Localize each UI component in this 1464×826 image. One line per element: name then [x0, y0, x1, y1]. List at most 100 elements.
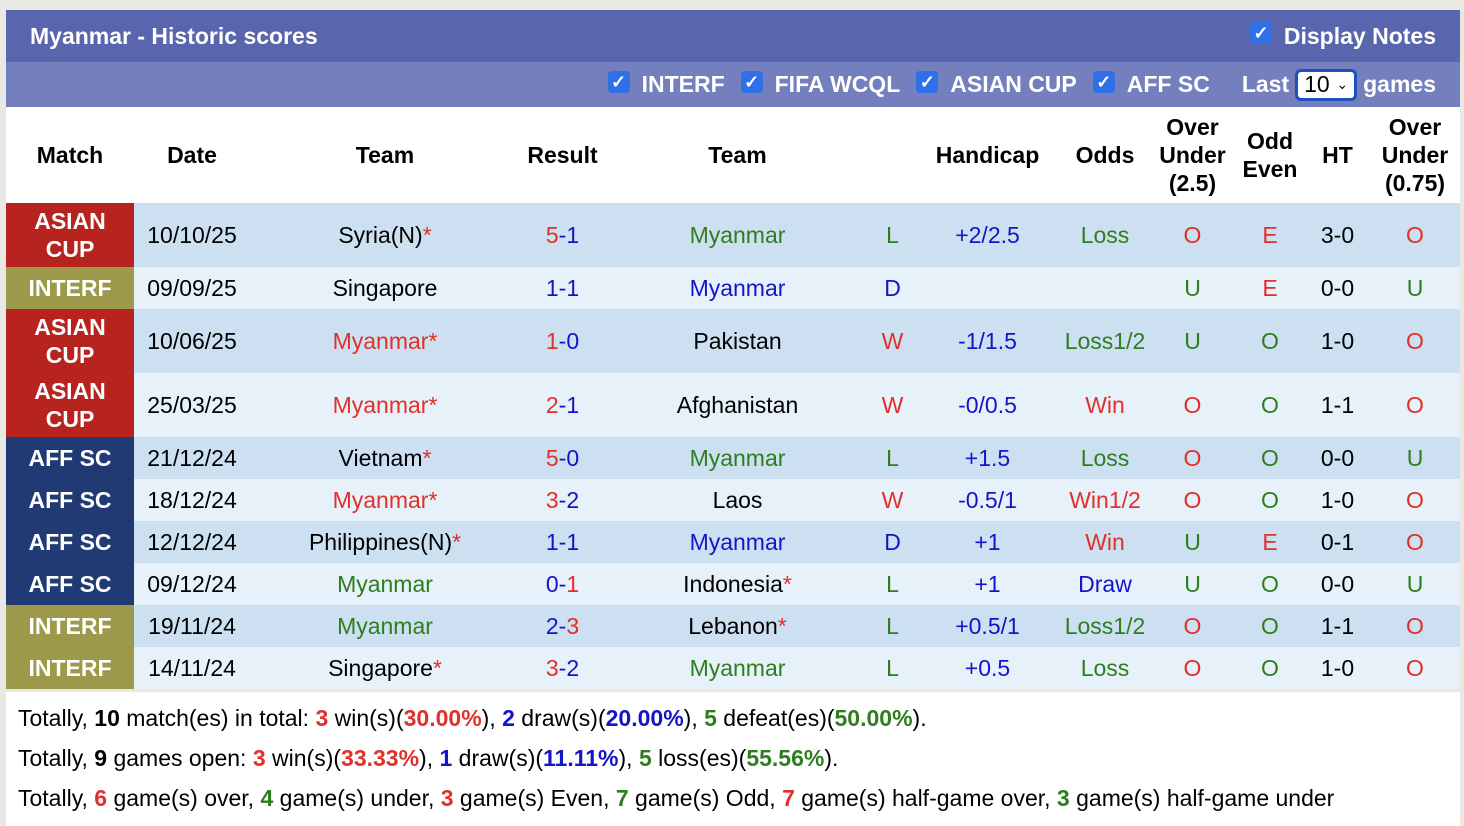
team-name: Myanmar: [337, 570, 433, 597]
home-team[interactable]: Singapore: [250, 267, 520, 309]
checkbox-checked-icon[interactable]: ✓: [916, 70, 939, 93]
team-name: Singapore: [332, 274, 438, 301]
away-team[interactable]: Myanmar: [605, 647, 870, 689]
team-name: Afghanistan: [676, 391, 799, 418]
team-name: Myanmar: [689, 274, 786, 301]
away-team[interactable]: Laos: [605, 479, 870, 521]
table-row[interactable]: ASIAN CUP 10/10/25 Syria(N)* 5-1 Myanmar L +2/2…: [6, 203, 1460, 267]
summary-text: draw(s)(: [452, 745, 544, 771]
home-marker-asterisk: *: [452, 528, 462, 555]
table-row[interactable]: ASIAN CUP 25/03/25 Myanmar* 2-1 Afghanistan W -…: [6, 373, 1460, 437]
home-team[interactable]: Myanmar: [250, 563, 520, 605]
checkbox-checked-icon[interactable]: ✓: [740, 70, 763, 93]
team-name: Indonesia: [683, 570, 783, 597]
summary-line: Totally, 9 games open: 3 win(s)(33.33%),…: [18, 738, 1448, 778]
away-team[interactable]: Indonesia*: [605, 563, 870, 605]
odd-even: O: [1235, 309, 1305, 373]
win-loss: W: [870, 309, 915, 373]
home-team[interactable]: Syria(N)*: [250, 203, 520, 267]
team-name: Myanmar: [689, 444, 786, 471]
historic-scores-panel: Myanmar - Historic scores ✓ Display Notes…: [6, 10, 1460, 826]
summary-text: 11.11%: [543, 745, 619, 771]
home-team[interactable]: Myanmar*: [250, 479, 520, 521]
home-team[interactable]: Philippines(N)*: [250, 521, 520, 563]
table-row[interactable]: AFF SC 21/12/24 Vietnam* 5-0 Myanmar L +1.5 Los…: [6, 437, 1460, 479]
half-time-score: 0-0: [1305, 267, 1370, 309]
table-row[interactable]: AFF SC 18/12/24 Myanmar* 3-2 Laos W -0.5/1 Win1…: [6, 479, 1460, 521]
odd-even: E: [1235, 521, 1305, 563]
summary-text: 3: [315, 705, 329, 731]
over-under: O: [1150, 373, 1235, 437]
away-team[interactable]: Myanmar: [605, 521, 870, 563]
table-row[interactable]: INTERF 09/09/25 Singapore 1-1 Myanmar D U E 0-0 U: [6, 267, 1460, 309]
score-part: 1-1: [545, 274, 580, 301]
summary-text: loss(es)(: [651, 745, 747, 771]
table-row[interactable]: AFF SC 12/12/24 Philippines(N)* 1-1 Myanmar D…: [6, 521, 1460, 563]
summary-text: 7: [615, 785, 629, 811]
away-team[interactable]: Pakistan: [605, 309, 870, 373]
win-loss: L: [870, 437, 915, 479]
half-time-score: 1-0: [1305, 647, 1370, 689]
win-loss: W: [870, 373, 915, 437]
summary-text: 6: [94, 785, 108, 811]
score-part: 3: [545, 486, 559, 513]
summary-text: 5: [638, 745, 652, 771]
score-part: 1-1: [545, 528, 580, 555]
filter-interf[interactable]: ✓ INTERF: [607, 70, 725, 98]
home-team[interactable]: Myanmar*: [250, 309, 520, 373]
display-notes-toggle[interactable]: ✓ Display Notes: [1249, 22, 1436, 50]
table-row[interactable]: ASIAN CUP 10/06/25 Myanmar* 1-0 Pakistan W -1/1…: [6, 309, 1460, 373]
half-time-score: 3-0: [1305, 203, 1370, 267]
checkbox-checked-icon[interactable]: ✓: [1249, 22, 1272, 44]
checkbox-checked-icon[interactable]: ✓: [607, 70, 630, 93]
over-under-half: U: [1370, 437, 1460, 479]
summary-text: defeat(es)(: [716, 705, 835, 731]
column-header-result: Result: [520, 107, 605, 203]
summary-text: 9: [94, 745, 108, 771]
away-team[interactable]: Myanmar: [605, 437, 870, 479]
over-under-half: O: [1370, 373, 1460, 437]
competition-badge: ASIAN CUP: [6, 373, 134, 437]
summary-text: 50.00%: [834, 705, 913, 731]
match-result: 0-1: [520, 563, 605, 605]
table-row[interactable]: INTERF 19/11/24 Myanmar 2-3 Lebanon* L +0.5/1 L…: [6, 605, 1460, 647]
table-row[interactable]: AFF SC 09/12/24 Myanmar 0-1 Indonesia* L +1 Dra…: [6, 563, 1460, 605]
odds-result: Win: [1060, 521, 1150, 563]
home-team[interactable]: Myanmar*: [250, 373, 520, 437]
away-team[interactable]: Afghanistan: [605, 373, 870, 437]
score-part: 0-: [545, 570, 567, 597]
summary-text: ),: [481, 705, 503, 731]
odd-even: O: [1235, 373, 1305, 437]
filter-fifa-wcql[interactable]: ✓ FIFA WCQL: [740, 70, 901, 98]
summary-text: win(s)(: [265, 745, 342, 771]
summary-text: 1: [439, 745, 453, 771]
odds-result: [1060, 267, 1150, 309]
filter-label: INTERF: [641, 71, 725, 97]
competition-badge: INTERF: [6, 605, 134, 647]
home-team[interactable]: Vietnam*: [250, 437, 520, 479]
over-under-half: U: [1370, 267, 1460, 309]
away-team[interactable]: Lebanon*: [605, 605, 870, 647]
home-team[interactable]: Myanmar: [250, 605, 520, 647]
away-team[interactable]: Myanmar: [605, 203, 870, 267]
summary-text: draw(s)(: [514, 705, 606, 731]
half-time-score: 0-1: [1305, 521, 1370, 563]
match-result: 1-1: [520, 267, 605, 309]
away-team[interactable]: Myanmar: [605, 267, 870, 309]
score-part: -2: [558, 486, 580, 513]
checkbox-checked-icon[interactable]: ✓: [1092, 70, 1115, 93]
table-header-row: Match Date Team Result Team Handicap Odds Over …: [6, 107, 1460, 203]
games-count-select[interactable]: 10 ⌄: [1295, 68, 1358, 101]
odd-even: E: [1235, 267, 1305, 309]
table-row[interactable]: INTERF 14/11/24 Singapore* 3-2 Myanmar L +0.5 L…: [6, 647, 1460, 689]
filter-aff-sc[interactable]: ✓ AFF SC: [1092, 70, 1210, 98]
team-name: Vietnam: [338, 444, 423, 471]
filter-label: FIFA WCQL: [774, 71, 901, 97]
summary-line: Totally, 10 match(es) in total: 3 win(s)…: [18, 698, 1448, 738]
match-result: 2-1: [520, 373, 605, 437]
handicap: +1: [915, 521, 1060, 563]
filter-asian-cup[interactable]: ✓ ASIAN CUP: [916, 70, 1077, 98]
home-team[interactable]: Singapore*: [250, 647, 520, 689]
summary-text: ).: [912, 705, 927, 731]
score-part: -0: [558, 444, 580, 471]
